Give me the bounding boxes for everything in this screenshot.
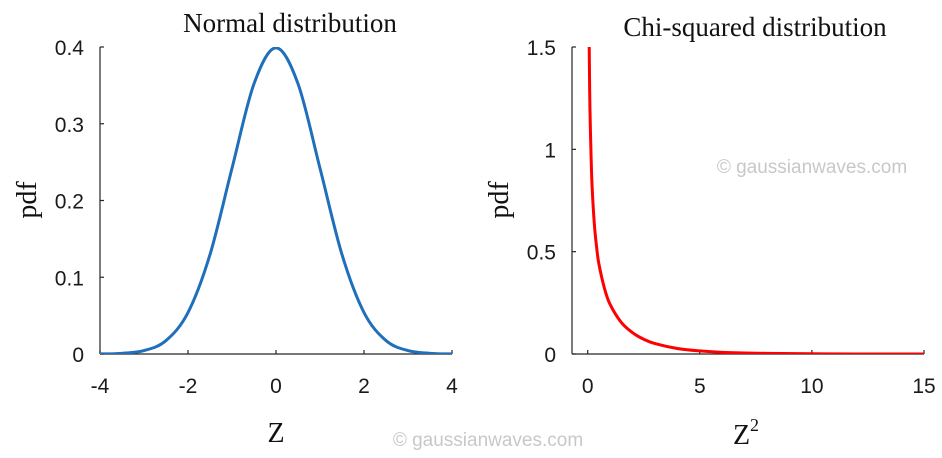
y-tick-label: 0.1 xyxy=(55,267,84,290)
x-tick-label: -2 xyxy=(179,375,198,398)
x-tick-label: 15 xyxy=(912,375,935,398)
normal-chart: Normal distribution -4 -2 0 2 4 0 0.1 0.2 0.3 0.4… xyxy=(12,8,458,449)
series-line xyxy=(587,47,924,354)
x-axis-label-superscript: 2 xyxy=(750,415,759,435)
y-axis-label: pdf xyxy=(12,181,43,219)
chart-title: Chi-squared distribution xyxy=(623,12,887,42)
tick-group: 0 5 10 15 0 0.5 1 1.5 xyxy=(527,37,936,398)
x-tick-label: 10 xyxy=(800,375,823,398)
x-axis-label: Z2 xyxy=(733,415,759,451)
y-tick-label: 0.4 xyxy=(55,37,85,60)
series-line xyxy=(100,47,452,354)
chi-squared-chart: Chi-squared distribution 0 5 10 1500.511.5 … xyxy=(484,12,936,451)
y-tick-label: 0.2 xyxy=(55,191,84,214)
y-tick-label: 1 xyxy=(544,139,556,162)
x-tick-label: 2 xyxy=(358,375,370,398)
watermark: © gaussianwaves.com xyxy=(393,430,583,451)
x-tick-label: 5 xyxy=(694,375,706,398)
x-tick-label: -4 xyxy=(91,375,110,398)
y-tick-label: 0.3 xyxy=(55,114,84,137)
x-axis-label: Z xyxy=(267,418,284,449)
watermark: © gaussianwaves.com xyxy=(717,157,907,178)
x-tick-label: 0 xyxy=(270,375,282,398)
chart-title: Normal distribution xyxy=(183,8,397,38)
y-tick-label: 1.5 xyxy=(527,37,556,60)
x-tick-label: 0 xyxy=(582,375,594,398)
y-tick-label: 0 xyxy=(72,344,84,367)
y-axis-label: pdf xyxy=(484,181,515,219)
x-axis-label-base: Z xyxy=(733,420,750,451)
y-tick-label: 0 xyxy=(544,344,556,367)
y-tick-label: 0.5 xyxy=(527,242,556,265)
x-tick-label: 4 xyxy=(446,375,458,398)
tick-group: -4 -2 0 2 4 0 0.1 0.2 0.3 0.4 xyxy=(55,37,458,398)
